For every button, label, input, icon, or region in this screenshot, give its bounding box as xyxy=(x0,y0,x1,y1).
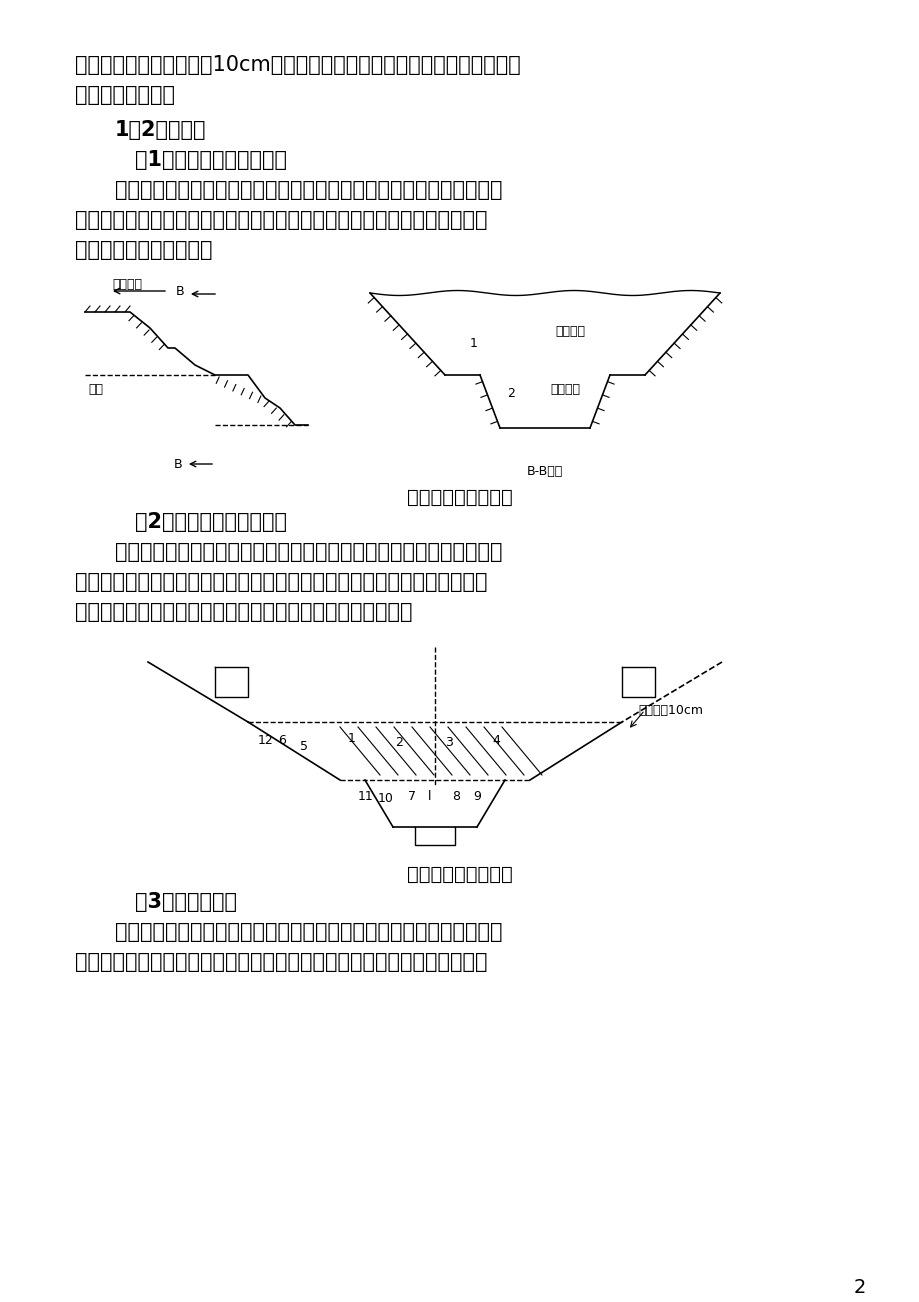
Text: 1: 1 xyxy=(470,337,477,350)
Text: 8: 8 xyxy=(451,790,460,803)
Text: 多层纵向通道掘进法: 多层纵向通道掘进法 xyxy=(407,865,512,884)
Text: 多层横向全宽掘进法: 多层横向全宽掘进法 xyxy=(407,488,512,506)
Text: 第一台阶: 第一台阶 xyxy=(554,326,584,339)
Text: （3）混合掘进法: （3）混合掘进法 xyxy=(135,892,237,911)
Text: 1: 1 xyxy=(347,732,356,745)
Text: 2: 2 xyxy=(853,1279,866,1297)
Text: 对于土石方量比较集中的深路堑，可采取双层纵向通道掘进法，即先沿: 对于土石方量比较集中的深路堑，可采取双层纵向通道掘进法，即先沿 xyxy=(115,542,502,562)
Text: （2）多层纵向通道掘进法: （2）多层纵向通道掘进法 xyxy=(135,512,287,533)
Text: 4: 4 xyxy=(492,734,499,747)
Text: 3: 3 xyxy=(445,736,452,749)
Text: 10: 10 xyxy=(378,792,393,805)
Text: 两个以上的阶梯，同时进行分层开挖。每层阶梯留有运输路线，并注意临时: 两个以上的阶梯，同时进行分层开挖。每层阶梯留有运输路线，并注意临时 xyxy=(75,210,487,230)
Text: 9: 9 xyxy=(472,790,481,803)
Text: 第二台阶: 第二台阶 xyxy=(550,383,579,396)
Text: 7: 7 xyxy=(407,790,415,803)
Text: 5: 5 xyxy=(300,740,308,753)
Text: 人工刷坡10cm: 人工刷坡10cm xyxy=(637,704,702,717)
Text: B: B xyxy=(176,285,184,298)
Text: 厚度，开挖时开口线加宽10cm。边桩测量过程中，必需认真审核设计图纸并: 厚度，开挖时开口线加宽10cm。边桩测量过程中，必需认真审核设计图纸并 xyxy=(75,55,520,76)
Text: 路堑纵向挖掘出一条通道，然后再沿此通道两侧进行拓宽，即可避免单层深: 路堑纵向挖掘出一条通道，然后再沿此通道两侧进行拓宽，即可避免单层深 xyxy=(75,572,487,592)
Text: 6: 6 xyxy=(278,734,286,747)
Text: 路堑: 路堑 xyxy=(88,383,103,396)
Text: 加强测量双检测。: 加强测量双检测。 xyxy=(75,85,175,105)
Text: 12: 12 xyxy=(257,734,274,747)
Text: 11: 11 xyxy=(357,790,373,803)
Text: 2: 2 xyxy=(394,736,403,749)
Text: l: l xyxy=(427,790,431,803)
Text: （1）多层横向全宽掘进法: （1）多层横向全宽掘进法 xyxy=(135,150,287,171)
Text: B: B xyxy=(174,458,182,471)
Text: 当路堑较深，同时为扩大施工操作面时，横向全宽掘进亦可分成两个或: 当路堑较深，同时为扩大施工操作面时，横向全宽掘进亦可分成两个或 xyxy=(115,180,502,201)
Text: 对于特别深而长的深路堑，土石方量很大，为扩大施工作业面和加速施: 对于特别深而长的深路堑，土石方量很大，为扩大施工作业面和加速施 xyxy=(115,922,502,943)
Text: 排水及防止上下层干扰。: 排水及防止上下层干扰。 xyxy=(75,240,212,260)
Text: B-B剖面: B-B剖面 xyxy=(527,465,562,478)
Text: 工进度，也可采用上述两种方法的混合掘进法，先沿纵向挖出一条主通道，: 工进度，也可采用上述两种方法的混合掘进法，先沿纵向挖出一条主通道， xyxy=(75,952,487,973)
Text: 2: 2 xyxy=(506,387,515,400)
Text: 掘进方向: 掘进方向 xyxy=(112,279,142,292)
Text: 1．2开挖方法: 1．2开挖方法 xyxy=(115,120,206,141)
Text: 度过大，又可扩大作业面，同时对施工临时排水可用做导沟。: 度过大，又可扩大作业面，同时对施工临时排水可用做导沟。 xyxy=(75,602,412,622)
